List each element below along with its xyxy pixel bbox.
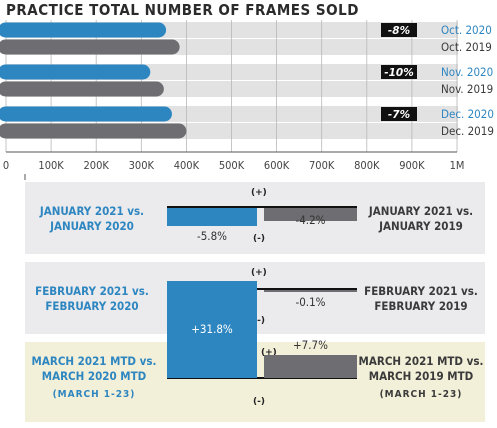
x-tick-label: 300K	[129, 159, 155, 172]
comparison-bar-vs-2020	[167, 281, 257, 378]
february-right-label-line1: FEBRUARY 2021 vs.	[364, 284, 478, 298]
march-right-date-range: (MARCH 1-23)	[379, 389, 463, 400]
bar-prior-year	[0, 39, 180, 55]
x-tick-label: 700K	[309, 159, 335, 172]
bar-prior-year	[0, 81, 164, 97]
march-left-date-range: (MARCH 1-23)	[52, 389, 136, 400]
category-label: Dec. 2020	[441, 107, 494, 121]
comparison-baseline	[167, 206, 357, 208]
february-right-label-line2: FEBRUARY 2019	[374, 299, 468, 313]
january-left-label-line1: JANUARY 2021 vs.	[39, 204, 145, 218]
category-label: Nov. 2019	[441, 82, 493, 96]
category-label: Dec. 2019	[441, 124, 494, 138]
comparison-bar-vs-2019	[264, 290, 357, 292]
comparison-value-vs-2020: -5.8%	[196, 229, 227, 243]
comparison-bar-vs-2019	[264, 208, 357, 221]
january-left-label-line2: JANUARY 2020	[50, 219, 134, 233]
bar-current-year	[0, 64, 151, 80]
march-right-label: MARCH 2021 MTD vs. MARCH 2019 MTD (MARCH…	[357, 354, 485, 402]
comparison-value-vs-2019: -0.1%	[295, 295, 326, 309]
comparison-value-vs-2019: +7.7%	[293, 337, 328, 352]
february-minus-sign: (-)	[253, 316, 265, 326]
bar-current-year	[0, 22, 167, 38]
comparison-baseline	[167, 377, 357, 379]
change-badge-label: -7%	[388, 109, 410, 121]
change-badge-label: -8%	[388, 25, 410, 37]
change-badge	[381, 65, 417, 79]
comparison-bar-vs-2019	[264, 354, 357, 378]
comparison-bar-vs-2020	[167, 208, 257, 226]
january-right-label-line2: JANUARY 2019	[379, 219, 463, 233]
march-left-label-line1: MARCH 2021 MTD vs.	[31, 354, 157, 368]
january-right-label: JANUARY 2021 vs. JANUARY 2019	[357, 204, 485, 234]
x-tick-label: 400K	[174, 159, 200, 172]
february-left-label: FEBRUARY 2021 vs. FEBRUARY 2020	[27, 284, 157, 314]
change-badge	[381, 107, 417, 121]
change-badge-label: -10%	[384, 67, 414, 79]
comparison-value-vs-2020: +31.8%	[191, 321, 233, 336]
march-minus-sign: (-)	[253, 397, 265, 407]
x-tick-label: 800K	[354, 159, 380, 172]
march-plus-sign: (+)	[261, 348, 277, 358]
x-tick-label: 0	[3, 159, 9, 172]
february-right-label: FEBRUARY 2021 vs. FEBRUARY 2019	[357, 284, 485, 314]
category-label: Oct. 2020	[441, 23, 492, 37]
february-left-label-line2: FEBRUARY 2020	[45, 299, 139, 313]
bar-current-year	[0, 106, 172, 122]
x-tick-label: 200K	[84, 159, 110, 172]
frames-sold-bar-chart: Oct. 2020 Oct. 2019 Nov. 2020 Nov. 2019 Dec.…	[0, 20, 494, 180]
march-right-label-line1: MARCH 2021 MTD vs.	[358, 354, 484, 368]
comparison-baseline	[167, 288, 357, 290]
january-left-label: JANUARY 2021 vs. JANUARY 2020	[27, 204, 157, 234]
january-plus-sign: (+)	[251, 188, 267, 198]
x-tick-label: 1M	[450, 159, 465, 172]
january-minus-sign: (-)	[253, 234, 265, 244]
x-tick-label: 900K	[399, 159, 425, 172]
march-right-label-line2: MARCH 2019 MTD	[368, 369, 474, 383]
march-left-label-line2: MARCH 2020 MTD	[41, 369, 147, 383]
february-plus-sign: (+)	[251, 268, 267, 278]
change-badge	[381, 23, 417, 37]
x-tick-label: 100K	[38, 159, 64, 172]
category-label: Oct. 2019	[441, 40, 492, 54]
chart-title: PRACTICE TOTAL NUMBER OF FRAMES SOLD	[6, 1, 359, 19]
category-label: Nov. 2020	[441, 65, 493, 79]
x-tick-label: 500K	[219, 159, 245, 172]
march-left-label: MARCH 2021 MTD vs. MARCH 2020 MTD (MARCH…	[27, 354, 161, 402]
january-right-label-line1: JANUARY 2021 vs.	[368, 204, 474, 218]
february-left-label-line1: FEBRUARY 2021 vs.	[35, 284, 149, 298]
comparison-value-vs-2019: -4.2%	[295, 213, 326, 227]
x-tick-label: 600K	[264, 159, 290, 172]
bar-prior-year	[0, 123, 187, 139]
